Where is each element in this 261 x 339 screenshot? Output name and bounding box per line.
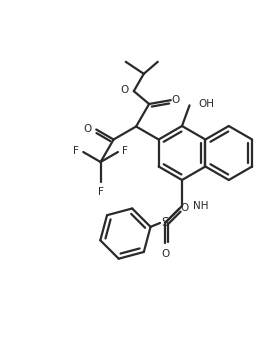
Text: O: O [83, 123, 91, 134]
Text: F: F [73, 146, 79, 156]
Text: O: O [161, 249, 169, 259]
Text: O: O [121, 85, 129, 95]
Text: S: S [161, 217, 169, 230]
Text: NH: NH [193, 201, 209, 211]
Text: OH: OH [199, 99, 215, 109]
Text: F: F [98, 187, 104, 197]
Text: F: F [122, 146, 128, 156]
Text: O: O [180, 203, 188, 213]
Text: O: O [172, 95, 180, 105]
